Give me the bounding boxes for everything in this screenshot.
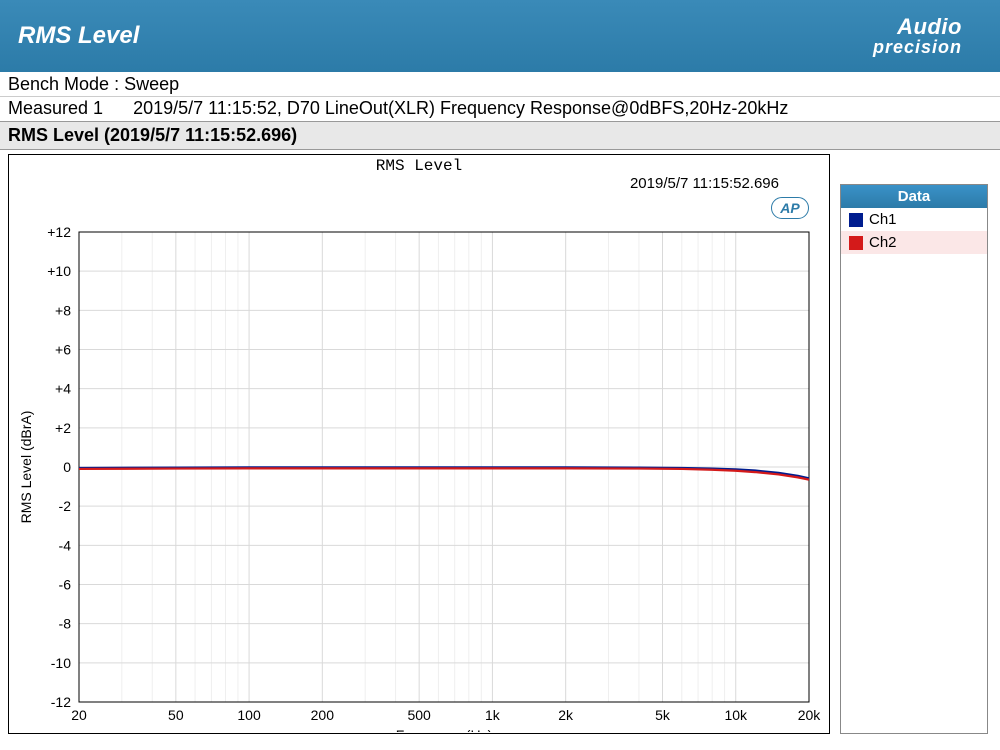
svg-text:-6: -6 [59, 577, 72, 593]
svg-text:500: 500 [407, 707, 431, 723]
svg-text:+6: +6 [55, 342, 71, 358]
chart-inner-title: RMS Level [9, 155, 829, 175]
ap-badge-icon: AP [771, 197, 809, 219]
logo-text-1: Audio [897, 16, 962, 38]
svg-text:1k: 1k [485, 707, 501, 723]
legend-swatch-icon [849, 213, 863, 227]
svg-text:-2: -2 [59, 498, 72, 514]
svg-text:Frequency (Hz): Frequency (Hz) [396, 727, 492, 732]
bench-mode-row: Bench Mode : Sweep [0, 72, 1000, 97]
svg-text:+2: +2 [55, 420, 71, 436]
svg-text:+12: +12 [47, 224, 71, 240]
legend-panel: Data Ch1Ch2 [840, 184, 988, 734]
measured-detail: 2019/5/7 11:15:52, D70 LineOut(XLR) Freq… [133, 98, 788, 118]
svg-text:200: 200 [311, 707, 335, 723]
svg-text:-12: -12 [51, 694, 71, 710]
page-title: RMS Level [18, 22, 139, 50]
svg-text:50: 50 [168, 707, 184, 723]
chart-panel: RMS Level 2019/5/7 11:15:52.696 AP 20 50 1… [8, 154, 830, 734]
bench-mode-label: Bench Mode : [8, 74, 124, 94]
svg-text:+4: +4 [55, 381, 71, 397]
measured-row: Measured 1 2019/5/7 11:15:52, D70 LineOu… [0, 97, 1000, 122]
svg-text:-10: -10 [51, 655, 71, 671]
svg-text:20: 20 [71, 707, 87, 723]
measured-label: Measured 1 [8, 98, 103, 118]
legend-item-label: Ch1 [869, 211, 897, 228]
svg-text:5k: 5k [655, 707, 671, 723]
logo-text-2: precision [873, 38, 962, 56]
legend-body: Ch1Ch2 [841, 208, 987, 254]
header-bar: RMS Level Audio precision [0, 0, 1000, 72]
svg-text:-8: -8 [59, 616, 72, 632]
frequency-response-chart: 20 50 100 200 500 1k 2k 5k 10k 20k -12 -10 -8 -6 -4 -2 0… [9, 192, 829, 732]
bench-mode-value: Sweep [124, 74, 179, 94]
legend-item[interactable]: Ch1 [841, 208, 987, 231]
brand-logo: Audio precision [873, 16, 962, 56]
svg-text:+8: +8 [55, 302, 71, 318]
svg-text:2k: 2k [558, 707, 574, 723]
chart-subtitle-bar: RMS Level (2019/5/7 11:15:52.696) [0, 122, 1000, 150]
svg-text:+10: +10 [47, 263, 71, 279]
legend-header: Data [841, 185, 987, 208]
svg-text:0: 0 [63, 459, 71, 475]
legend-item-label: Ch2 [869, 234, 897, 251]
legend-swatch-icon [849, 236, 863, 250]
svg-text:20k: 20k [798, 707, 822, 723]
chart-timestamp: 2019/5/7 11:15:52.696 [9, 175, 829, 192]
content-area: RMS Level 2019/5/7 11:15:52.696 AP 20 50 1… [0, 150, 1000, 742]
svg-text:100: 100 [237, 707, 261, 723]
legend-item[interactable]: Ch2 [841, 231, 987, 254]
svg-text:-4: -4 [59, 537, 72, 553]
svg-text:RMS Level (dBrA): RMS Level (dBrA) [18, 411, 34, 524]
svg-text:10k: 10k [724, 707, 748, 723]
